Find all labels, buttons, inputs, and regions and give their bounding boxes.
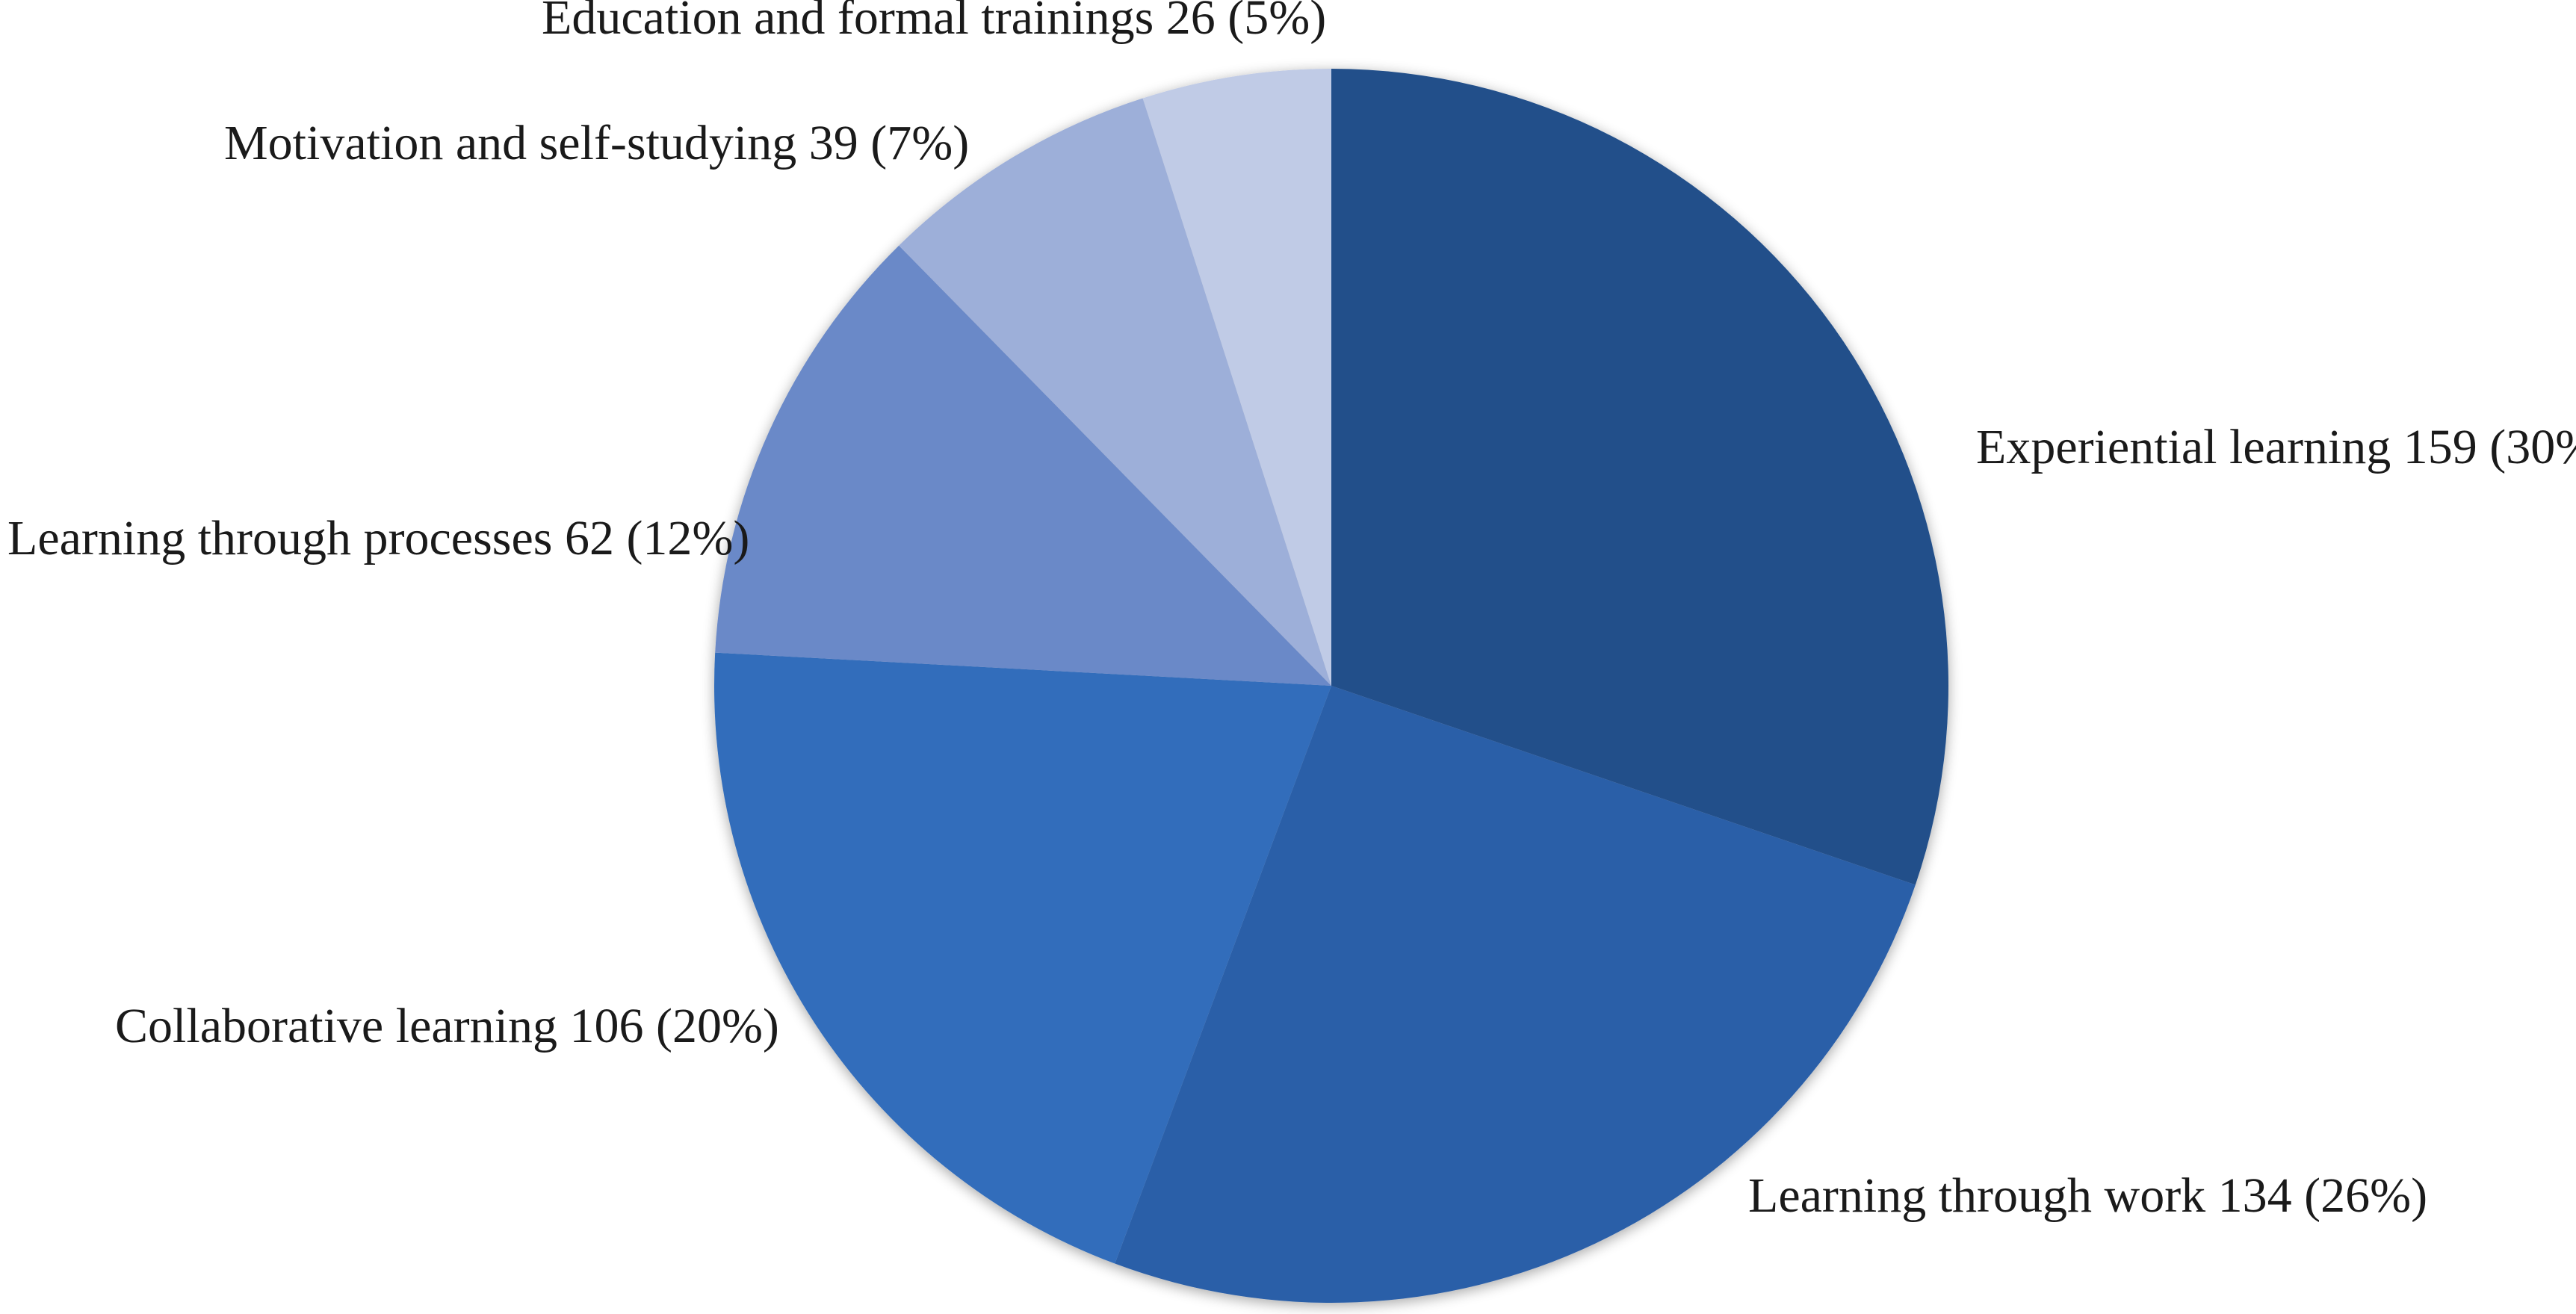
pie-slice-learning-through-work (1115, 686, 1916, 1304)
data-label-learning-through-processes: Learning through processes 62 (12%) (7, 511, 749, 565)
data-label-motivation-and-self-studying: Motivation and self-studying 39 (7%) (224, 116, 969, 170)
pie-slices (713, 69, 1948, 1304)
data-label-learning-through-work: Learning through work 134 (26%) (1748, 1168, 2427, 1223)
pie-slice-experiential-learning (1331, 69, 1948, 885)
pie-slice-learning-through-processes (715, 245, 1331, 687)
pie-slice-collaborative-learning (713, 652, 1331, 1264)
pie-slice-education-and-formal-trainings (1142, 69, 1331, 686)
data-label-experiential-learning: Experiential learning 159 (30%) (1976, 420, 2576, 474)
data-label-collaborative-learning: Collaborative learning 106 (20%) (115, 999, 779, 1053)
data-label-education-and-formal-trainings: Education and formal trainings 26 (5%) (542, 0, 1326, 45)
pie-labels: Experiential learning 159 (30%) Learning … (7, 0, 2576, 1223)
pie-slice-motivation-and-self-studying (899, 98, 1331, 686)
